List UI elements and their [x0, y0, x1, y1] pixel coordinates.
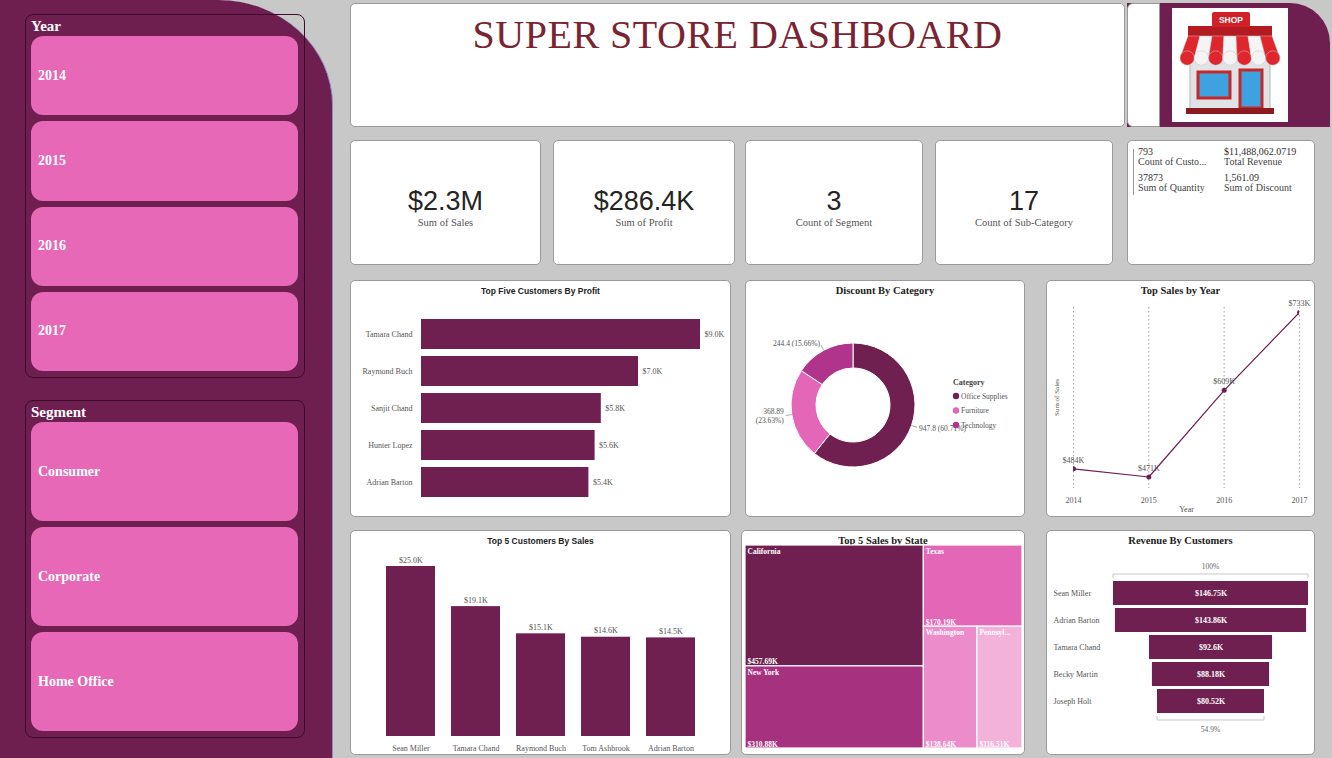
svg-text:$25.0K: $25.0K — [399, 556, 423, 565]
html-text:$286.4K: $286.4K — [593, 186, 695, 216]
svg-text:54.9%: 54.9% — [1201, 725, 1220, 734]
html-text:Top Sales by Year: Top Sales by Year — [1140, 285, 1221, 296]
html-text:Top 5 Customers By Sales: Top 5 Customers By Sales — [487, 536, 594, 546]
svg-text:$138.64K: $138.64K — [926, 740, 956, 749]
html-text:Home Office: Home Office — [38, 673, 114, 689]
html-text:Corporate: Corporate — [38, 568, 101, 584]
html-text:17: 17 — [1009, 186, 1039, 216]
svg-text:New York: New York — [748, 668, 780, 677]
svg-text:SHOP: SHOP — [1219, 15, 1243, 25]
svg-text:Tamara Chand: Tamara Chand — [453, 744, 500, 753]
html-text:Count of Sub-Category: Count of Sub-Category — [975, 217, 1073, 228]
svg-text:Hunter Lopez: Hunter Lopez — [368, 441, 413, 450]
svg-text:2017: 2017 — [1292, 496, 1308, 505]
html-text:$2.3M: $2.3M — [408, 186, 483, 216]
html-text:Year: Year — [31, 18, 61, 34]
html-text:$11,488,062.0719: $11,488,062.0719 — [1224, 146, 1297, 157]
svg-text:Category: Category — [953, 378, 985, 387]
html-text:Sum of Quantity: Sum of Quantity — [1138, 182, 1205, 193]
svg-text:Pennsyl...: Pennsyl... — [979, 628, 1010, 637]
svg-text:$170.19K: $170.19K — [926, 618, 956, 627]
html-text:793: 793 — [1138, 146, 1153, 157]
svg-text:Year: Year — [1179, 505, 1194, 514]
html-text:2016: 2016 — [38, 238, 66, 254]
svg-text:Sum of Sales: Sum of Sales — [1053, 379, 1061, 416]
html-text:2017: 2017 — [38, 323, 66, 339]
svg-text:Furniture: Furniture — [961, 406, 990, 415]
svg-text:$80.52K: $80.52K — [1197, 697, 1226, 706]
svg-text:$5.4K: $5.4K — [593, 478, 613, 487]
svg-text:$88.18K: $88.18K — [1197, 670, 1226, 679]
svg-text:368.89(23.63%): 368.89(23.63%) — [756, 407, 785, 424]
svg-text:Washington: Washington — [926, 628, 965, 637]
svg-text:Office Supplies: Office Supplies — [961, 392, 1008, 401]
html-text:2015: 2015 — [38, 152, 66, 168]
html-text:3: 3 — [826, 186, 842, 216]
svg-text:Joseph Holt: Joseph Holt — [1054, 697, 1093, 706]
svg-text:$310.88K: $310.88K — [748, 740, 778, 749]
svg-text:Tamara Chand: Tamara Chand — [366, 330, 413, 339]
html-text:Top Five Customers By Profit: Top Five Customers By Profit — [481, 286, 600, 296]
svg-text:$146.75K: $146.75K — [1195, 589, 1228, 598]
html-text:Segment: Segment — [31, 404, 86, 420]
svg-text:Tamara Chand: Tamara Chand — [1054, 643, 1101, 652]
svg-text:Sean Miller: Sean Miller — [392, 744, 430, 753]
svg-text:Raymond Buch: Raymond Buch — [516, 744, 566, 753]
svg-text:California: California — [748, 547, 781, 556]
html-text:Consumer: Consumer — [38, 463, 101, 479]
html-text:SUPER STORE DASHBOARD: SUPER STORE DASHBOARD — [472, 12, 1003, 57]
svg-text:Technology: Technology — [961, 421, 997, 430]
svg-text:$15.1K: $15.1K — [529, 623, 553, 632]
svg-text:947.8 (60.71%): 947.8 (60.71%) — [919, 424, 966, 433]
svg-text:$457.69K: $457.69K — [748, 657, 778, 666]
html-text:37873: 37873 — [1138, 172, 1163, 183]
svg-text:2014: 2014 — [1066, 496, 1082, 505]
svg-text:$19.1K: $19.1K — [464, 596, 488, 605]
html-text:Count of Custo...: Count of Custo... — [1138, 156, 1207, 167]
svg-text:100%: 100% — [1202, 562, 1220, 571]
html-text:1,561.09: 1,561.09 — [1224, 172, 1259, 183]
svg-text:244.4 (15.66%): 244.4 (15.66%) — [773, 339, 820, 348]
html-text:Sum of Profit: Sum of Profit — [615, 217, 673, 228]
svg-text:$9.0K: $9.0K — [705, 330, 725, 339]
html-text:Sum of Discount: Sum of Discount — [1224, 182, 1292, 193]
html-text:Sum of Sales: Sum of Sales — [417, 217, 474, 228]
svg-text:Raymond Buch: Raymond Buch — [363, 367, 413, 376]
svg-text:Tom Ashbrook: Tom Ashbrook — [582, 744, 630, 753]
html-text:2014: 2014 — [38, 67, 66, 83]
svg-text:$609K: $609K — [1213, 377, 1235, 386]
html-text:Count of Segment: Count of Segment — [795, 217, 873, 228]
svg-text:Adrian Barton: Adrian Barton — [1054, 616, 1100, 625]
svg-text:$14.5K: $14.5K — [659, 627, 683, 636]
svg-text:Sanjit Chand: Sanjit Chand — [371, 404, 413, 413]
svg-text:$92.6K: $92.6K — [1199, 643, 1224, 652]
html-text:Top 5 Sales by State: Top 5 Sales by State — [838, 535, 928, 546]
svg-text:2015: 2015 — [1141, 496, 1157, 505]
html-text:Discount By Category: Discount By Category — [835, 285, 935, 296]
svg-text:Sean Miller: Sean Miller — [1054, 589, 1092, 598]
html-text:Revenue By Customers: Revenue By Customers — [1128, 535, 1233, 546]
svg-text:Adrian Barton: Adrian Barton — [648, 744, 694, 753]
svg-text:$7.0K: $7.0K — [643, 367, 663, 376]
html-text:Total Revenue: Total Revenue — [1224, 156, 1282, 167]
svg-text:$5.6K: $5.6K — [599, 441, 619, 450]
svg-text:Becky Martin: Becky Martin — [1054, 670, 1098, 679]
svg-text:$143.86K: $143.86K — [1195, 616, 1228, 625]
svg-text:2016: 2016 — [1216, 496, 1232, 505]
svg-text:$14.6K: $14.6K — [594, 626, 618, 635]
svg-text:$116.51K: $116.51K — [979, 740, 1009, 749]
svg-text:$471K: $471K — [1138, 464, 1160, 473]
svg-text:Texas: Texas — [926, 547, 944, 556]
svg-text:$484K: $484K — [1063, 456, 1085, 465]
svg-text:$5.8K: $5.8K — [605, 404, 625, 413]
svg-text:$733K: $733K — [1289, 299, 1311, 308]
svg-text:Adrian Barton: Adrian Barton — [367, 478, 413, 487]
